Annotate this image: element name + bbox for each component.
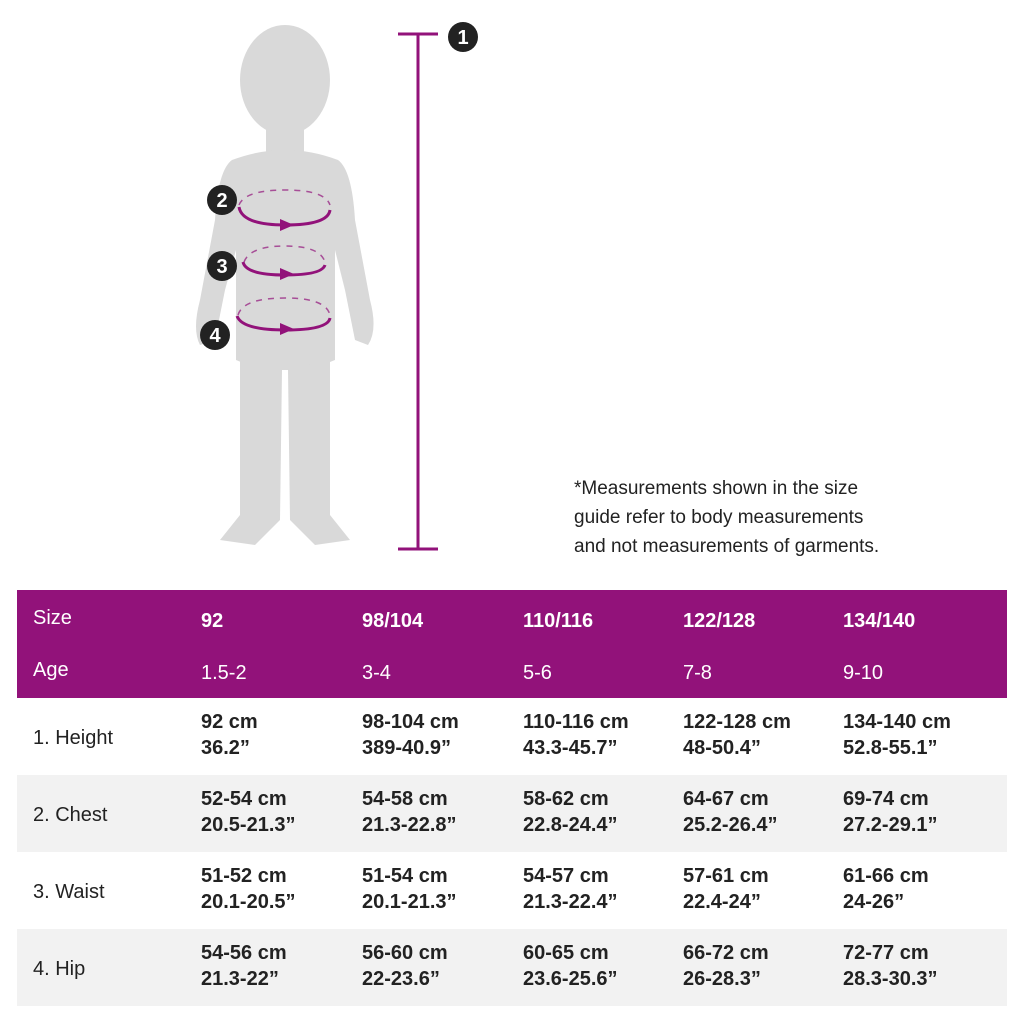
size-value: 98/104 — [362, 610, 424, 632]
cm-value: 110-116 cm 43.3-45.7” — [523, 711, 629, 759]
size-value: 92 — [201, 610, 224, 632]
cm-value: 52-54 cm 20.5-21.3” — [201, 788, 296, 836]
marker-badges: 1 2 3 4 — [200, 22, 478, 350]
marker-2: 2 — [207, 185, 237, 215]
waist-ring — [241, 245, 327, 280]
svg-text:3: 3 — [216, 256, 227, 278]
cm-value: 72-77 cm 28.3-30.3” — [843, 942, 938, 990]
marker-3: 3 — [207, 251, 237, 281]
table-row: 2. Chest 52-54 cm 20.5-21.3” 54-58 cm 21.3-2… — [17, 775, 1007, 852]
age-value: 1.5-2 — [201, 662, 247, 684]
measure-rings — [235, 189, 332, 335]
cm-value: 122-128 cm 48-50.4” — [683, 711, 791, 759]
size-value: 110/116 — [523, 610, 594, 632]
cm-value: 60-65 cm 23.6-25.6” — [523, 942, 618, 990]
marker-4: 4 — [200, 320, 230, 350]
age-value: 9-10 — [843, 662, 884, 684]
size-value: 122/128 — [683, 610, 756, 632]
child-silhouette — [196, 25, 374, 545]
table-header: Size 92 98/104 110/116 122/128 134/140 A… — [17, 590, 1007, 698]
measurement-note: *Measurements shown in the size guide re… — [574, 474, 879, 561]
svg-text:2: 2 — [216, 190, 227, 212]
size-table: Size 92 98/104 110/116 122/128 134/140 A… — [17, 590, 1007, 1006]
note-line: and not measurements of garments. — [574, 536, 880, 557]
child-measurement-figure: 1 2 3 4 — [196, 22, 478, 551]
age-label: Age — [33, 659, 69, 681]
chest-ring — [237, 189, 332, 231]
size-label: Size — [33, 607, 72, 629]
age-value: 3-4 — [362, 662, 391, 684]
note-line: *Measurements shown in the size — [574, 478, 859, 499]
row-label: 2. Chest — [33, 804, 108, 826]
table-row: 3. Waist 51-52 cm 20.1-20.5” 51-54 cm 20.1-2… — [17, 852, 1007, 929]
hip-ring — [235, 297, 332, 335]
age-value: 7-8 — [683, 662, 712, 684]
cm-value: 51-52 cm 20.1-20.5” — [201, 865, 296, 913]
cm-value: 58-62 cm 22.8-24.4” — [523, 788, 618, 836]
cm-value: 66-72 cm 26-28.3” — [683, 942, 769, 990]
note-line: guide refer to body measurements — [574, 507, 864, 528]
cm-value: 134-140 cm 52.8-55.1” — [843, 711, 951, 759]
height-line — [398, 32, 438, 551]
marker-1: 1 — [448, 22, 478, 52]
svg-text:4: 4 — [209, 325, 221, 347]
cm-value: 56-60 cm 22-23.6” — [362, 942, 448, 990]
cm-value: 54-57 cm 21.3-22.4” — [523, 865, 618, 913]
row-label: 4. Hip — [33, 958, 86, 980]
cm-value: 98-104 cm 389-40.9” — [362, 711, 459, 759]
age-value: 5-6 — [523, 662, 552, 684]
cm-value: 54-58 cm 21.3-22.8” — [362, 788, 457, 836]
table-row: 4. Hip 54-56 cm 21.3-22” 56-60 cm 22-23.6” 60… — [17, 929, 1007, 1006]
cm-value: 92 cm 36.2” — [201, 711, 258, 759]
cm-value: 57-61 cm 22.4-24” — [683, 865, 769, 913]
cm-value: 64-67 cm 25.2-26.4” — [683, 788, 778, 836]
cm-value: 54-56 cm 21.3-22” — [201, 942, 287, 990]
svg-text:1: 1 — [457, 27, 468, 49]
cm-value: 69-74 cm 27.2-29.1” — [843, 788, 938, 836]
table-row: 1. Height 92 cm 36.2” 98-104 cm 389-40.9” 110… — [17, 698, 1007, 775]
size-value: 134/140 — [843, 610, 916, 632]
row-label: 3. Waist — [33, 881, 105, 903]
row-label: 1. Height — [33, 727, 114, 749]
cm-value: 51-54 cm 20.1-21.3” — [362, 865, 457, 913]
cm-value: 61-66 cm 24-26” — [843, 865, 929, 913]
